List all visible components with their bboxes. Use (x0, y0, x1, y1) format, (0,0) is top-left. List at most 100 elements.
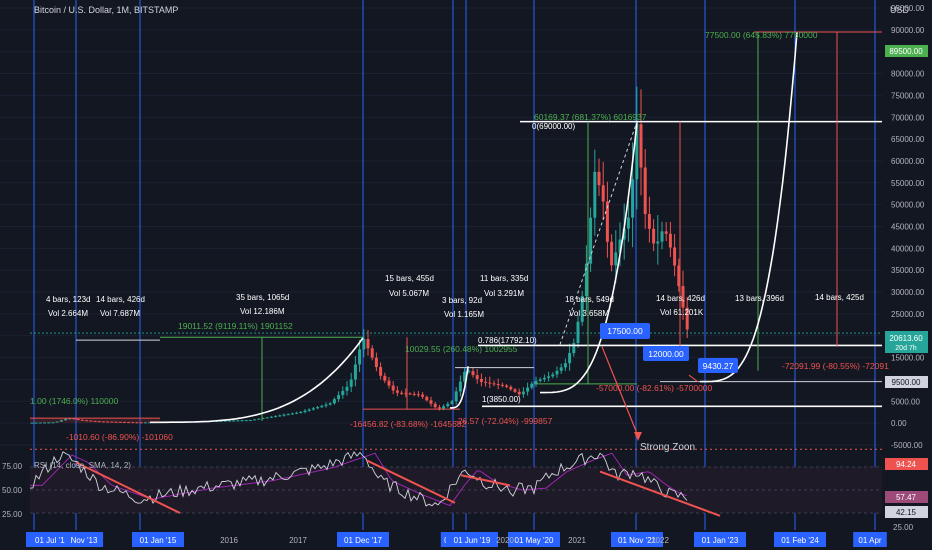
candle-body (143, 422, 147, 424)
price-tag-box (643, 346, 689, 361)
candle-body (257, 418, 261, 420)
badge-bg (885, 491, 928, 503)
rsi-current-badge: 42.15 (885, 506, 928, 518)
candle-body (303, 410, 307, 412)
badge-bg (885, 45, 928, 57)
candle-body (337, 395, 341, 400)
rsi-axis-tick: 75.00 (2, 462, 23, 471)
candle-body (404, 393, 408, 395)
time-label: 01 May '20 (515, 536, 554, 545)
candle-body (475, 375, 479, 380)
candle-body (412, 393, 416, 395)
candle-body (677, 265, 681, 287)
badge-bg (885, 458, 928, 470)
candle-body (51, 422, 55, 424)
candle-body (526, 387, 530, 392)
candle-body (437, 407, 441, 409)
candle-body (605, 201, 609, 242)
annotation-vol: Vol 5.067M (389, 289, 429, 298)
candle-body (563, 363, 567, 368)
annotation-bars: 35 bars, 1065d (236, 293, 289, 302)
badge-text: 94.24 (896, 460, 917, 469)
badge-text: 9500.00 (892, 378, 921, 387)
badge-bg (885, 376, 928, 388)
badge-bg (885, 331, 928, 353)
candle-body (458, 381, 462, 392)
time-axis-tick: 2022 (651, 536, 669, 545)
candle-body (593, 171, 597, 218)
time-label-box (853, 532, 887, 547)
candle-body (135, 422, 139, 424)
price-axis-tick: 50000.00 (891, 201, 925, 210)
candle-body (316, 407, 320, 409)
measure-up-label: 10029.55 (260.48%) 1002955 (405, 344, 518, 354)
annotation-bars: 14 bars, 426d (96, 295, 145, 304)
candle-body (383, 375, 387, 381)
candle-body (681, 286, 685, 308)
candle-body (622, 228, 626, 240)
candle-body (454, 391, 458, 402)
candle-body (278, 415, 282, 417)
current-price-badge: 20613.60 20d 7h (885, 331, 928, 353)
price-tag-box (698, 358, 738, 373)
candle-body (479, 379, 483, 382)
candle-body (118, 421, 122, 423)
time-label-box (132, 532, 184, 547)
candle-body (673, 247, 677, 266)
badge-text: 20613.60 (889, 334, 923, 343)
arrow-head (634, 432, 642, 441)
candle-body (618, 239, 622, 253)
time-label: 01 Jul '13 (35, 536, 70, 545)
candle-body (248, 420, 252, 422)
price-axis-tick: 80000.00 (891, 70, 925, 79)
candle-body (505, 385, 509, 387)
measure-down-labels: -1010.60 (-86.90%) -101060 -16456.82 (-8… (66, 361, 889, 442)
currency-label: USD (890, 5, 910, 15)
candle-body (664, 231, 668, 234)
time-label-box (446, 532, 498, 547)
price-tag-text: 17500.00 (607, 326, 643, 336)
rsi-sma-badge: 57.47 (885, 491, 928, 503)
candle-body (542, 377, 546, 380)
candle-body (643, 167, 647, 215)
candle-body (416, 394, 420, 396)
time-label: 01 Jan '15 (140, 536, 177, 545)
candle-body (55, 421, 59, 423)
candle-body (320, 405, 324, 408)
candle-body (253, 419, 257, 421)
candle-body (227, 420, 231, 422)
candle-body (500, 384, 504, 386)
candle-body (614, 252, 618, 266)
candle-body (496, 384, 500, 386)
price-axis-tick: 45000.00 (891, 223, 925, 232)
candle-body (488, 382, 492, 384)
time-label: 01 Jan '23 (702, 536, 739, 545)
candle-body (148, 422, 152, 424)
candle-body (30, 422, 34, 424)
badge-bg (885, 506, 928, 518)
time-label: 01 Nov '21 (618, 536, 657, 545)
candle-body (471, 371, 475, 376)
candle-body (580, 296, 584, 322)
price-tag-box (600, 323, 650, 339)
candle-body (400, 392, 404, 394)
price-axis-tick: 35000.00 (891, 266, 925, 275)
candle-body (127, 422, 131, 424)
fib-level-786: 0.786(17792.10) (478, 336, 537, 345)
price-axis-tick: 5000.00 (891, 397, 920, 406)
candle-body (89, 420, 93, 422)
price-axis-tick: 75000.00 (891, 91, 925, 100)
price-axis-tick: 30000.00 (891, 288, 925, 297)
candle-body (244, 420, 248, 422)
measure-down-label: -57000.00 (-82.61%) -5700000 (596, 383, 713, 393)
candle-body (513, 389, 517, 392)
candle-body (93, 420, 97, 422)
candle-body (34, 422, 38, 424)
candle-body (635, 124, 639, 180)
candle-body (219, 420, 223, 422)
target-price-badge: 89500.00 (885, 45, 928, 57)
candle-body (269, 416, 273, 418)
time-label: 01 Apr (858, 536, 881, 545)
price-axis-tick: 65000.00 (891, 135, 925, 144)
time-label-box (64, 532, 104, 547)
